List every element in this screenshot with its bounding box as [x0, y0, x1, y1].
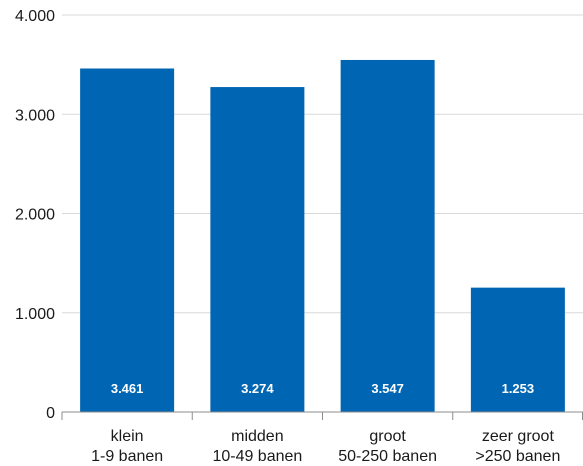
data-label-1: 3.274: [241, 381, 274, 396]
x-axis: [61, 411, 583, 420]
y-tick-label-0: 0: [46, 405, 55, 422]
y-tick-label-1: 1.000: [15, 306, 55, 323]
bar-1: [210, 87, 305, 413]
x-category-label-1-line-0: midden: [231, 428, 283, 445]
x-category-label-2-line-0: groot: [369, 428, 406, 445]
y-axis-tick-labels: 0 1.000 2.000 3.000 4.000: [15, 8, 55, 422]
x-axis-category-labels: klein 1-9 banen midden 10-49 banen groot 50-2…: [91, 428, 560, 465]
y-tick-label-2: 2.000: [15, 207, 55, 224]
y-tick-label-3: 3.000: [15, 107, 55, 124]
y-tick-label-4: 4.000: [15, 8, 55, 25]
x-category-label-2-line-1: 50-250 banen: [338, 448, 437, 465]
x-category-label-3-line-0: zeer groot: [482, 428, 555, 445]
bar-0: [80, 68, 175, 412]
x-category-label-1-line-1: 10-49 banen: [212, 448, 302, 465]
data-label-2: 3.547: [371, 381, 404, 396]
data-label-3: 1.253: [502, 381, 535, 396]
data-label-0: 3.461: [111, 381, 144, 396]
x-category-label-0-line-1: 1-9 banen: [91, 448, 163, 465]
x-category-label-0-line-0: klein: [111, 428, 144, 445]
x-category-label-3-line-1: >250 banen: [475, 448, 560, 465]
bar-3: [470, 287, 565, 412]
bar-2: [340, 59, 435, 412]
bars: 3.461 3.274 3.547 1.253: [80, 59, 565, 413]
